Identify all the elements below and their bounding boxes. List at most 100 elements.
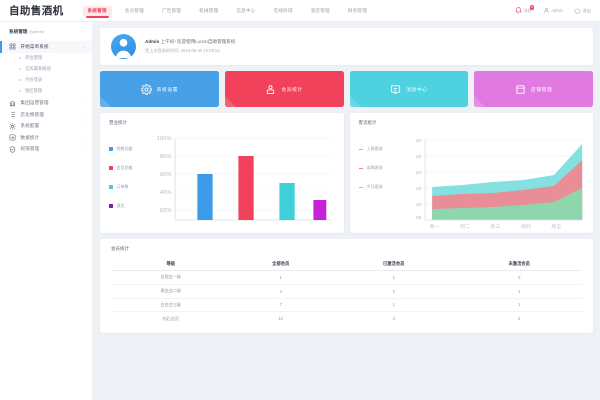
legend-label: 今日客流 <box>366 184 383 189</box>
last-login-line: 您上次登录的时间: 2019-05-30 10:05:54 <box>145 48 235 54</box>
store-icon <box>515 84 526 95</box>
topnav-item-hotel[interactable]: 酒店管理 <box>309 5 332 17</box>
table-row[interactable]: 黄金会二级 4 2 1 <box>111 284 582 299</box>
legend-label: 上周客流 <box>366 146 383 151</box>
header-actions: 5 消息 Admin 退出 <box>514 5 591 14</box>
topnav-label: 信息中心 <box>236 7 256 13</box>
legend-label: 本周客流 <box>366 165 383 170</box>
area-chart-title: 客流统计 <box>358 120 377 125</box>
cell-all: 12 <box>278 316 284 322</box>
sidebar-subitem-dept[interactable]: 无风属系统部 <box>0 64 92 75</box>
legend-swatch <box>109 204 113 208</box>
table-title: 会员统计 <box>111 246 129 251</box>
area-chart-plot: 30 25 20 15 10 05 <box>397 130 585 230</box>
logout-button[interactable]: 退出 <box>574 7 591 14</box>
table-row[interactable]: 白银会一级 1 1 0 <box>111 270 582 285</box>
user-menu-button[interactable]: Admin <box>543 7 563 14</box>
bullet-icon <box>19 79 21 81</box>
corner-decoration <box>100 96 111 107</box>
sidebar-subitem-label: 月份登录 <box>25 77 43 82</box>
legend-label: 会员总额 <box>116 165 133 170</box>
bar-chart-title: 营业统计 <box>109 120 127 125</box>
legend-item[interactable]: 退货 <box>109 203 147 209</box>
sidebar-item-group-ops[interactable]: 集团运营管理 › <box>0 98 92 110</box>
svg-text:20: 20 <box>415 170 421 176</box>
bullet-icon <box>19 57 21 59</box>
svg-text:周四: 周四 <box>520 224 531 230</box>
sidebar-subitem-label: 无风属系统部 <box>25 66 51 71</box>
sidebar-subitem-region[interactable]: 地区管理 <box>0 86 92 97</box>
svg-text:05: 05 <box>415 215 421 221</box>
bar-chart-plot: 100% 80% 60% 40% 82% <box>147 130 335 230</box>
topnav-item-machine[interactable]: 机械管理 <box>197 5 220 17</box>
topnav-item-ads[interactable]: 广告管理 <box>160 5 183 17</box>
bell-icon <box>514 7 522 14</box>
sidebar-item-permissions[interactable]: 权限管理 › <box>0 144 92 156</box>
cell-inactive: 2 <box>518 316 521 322</box>
user-icon <box>543 7 550 14</box>
table-row[interactable]: 钻石会员 12 3 2 <box>111 312 582 325</box>
topnav-item-info[interactable]: 信息中心 <box>234 5 257 17</box>
topnav-label: 机械管理 <box>199 7 219 13</box>
legend-item[interactable]: 本周客流 <box>358 165 397 171</box>
topnav-item-finance[interactable]: 财务管理 <box>346 5 369 17</box>
svg-text:30: 30 <box>415 138 421 144</box>
member-stats-table: 等级 全部会员 已激活会员 未激活会员 白银会一级 1 1 0 黄金会二级 <box>111 258 582 325</box>
sidebar-item-store-goods[interactable]: 店化物管理 › <box>0 109 92 121</box>
legend-swatch <box>109 185 113 189</box>
sidebar-subitem-unit[interactable]: 单位管理 <box>0 53 92 64</box>
cell-inactive: 1 <box>456 298 582 313</box>
legend-item[interactable]: 今日客流 <box>358 184 397 190</box>
legend-swatch <box>358 186 363 188</box>
sidebar-subitem-login[interactable]: 月份登录 <box>0 75 92 86</box>
sidebar: 系统管理 (System) 开始菜单系统 ⌄ 单位管理 无风属系 <box>0 22 93 400</box>
shield-icon <box>9 146 17 154</box>
cog-icon <box>9 123 17 131</box>
topnav-item-member[interactable]: 会员管理 <box>123 5 146 17</box>
chevron-right-icon: › <box>84 100 86 105</box>
brand-title: 自助售酒机 <box>9 5 64 17</box>
greeting-message: 上午好! 欢迎使用Lunch自助管理系统 <box>159 38 236 44</box>
sidebar-item-label: 开始菜单系统 <box>20 43 49 49</box>
tile-system-settings[interactable]: 系统设置 <box>100 71 219 107</box>
topnav-label: 财务管理 <box>347 7 367 13</box>
legend-label: 退货 <box>116 203 125 208</box>
notification-button[interactable]: 5 消息 <box>514 5 535 14</box>
sidebar-item-config[interactable]: 系统配置 › <box>0 121 92 133</box>
topnav-label: 系统管理 <box>87 7 107 13</box>
member-stats-card: 会员统计 等级 全部会员 已激活会员 未激活会员 白银会一级 1 1 0 <box>100 239 593 334</box>
cell-all: 1 <box>230 270 331 285</box>
quick-action-tiles: 系统设置 会员统计 消息中心 <box>100 71 593 107</box>
welcome-card: Admin 上午好! 欢迎使用Lunch自助管理系统 您上次登录的时间: 201… <box>100 28 593 65</box>
cell-level: 白金会三级 <box>111 298 231 313</box>
chevron-right-icon: › <box>84 135 86 140</box>
topnav-item-shop[interactable]: 在线商城 <box>271 5 294 17</box>
table-body: 白银会一级 1 1 0 黄金会二级 4 2 1 白金会三级 7 1 <box>111 270 582 326</box>
svg-text:10: 10 <box>415 202 421 208</box>
sidebar-item-statistics[interactable]: 数据统计 › <box>0 132 92 144</box>
legend-item[interactable]: 销售总额 <box>109 146 147 152</box>
svg-text:60%: 60% <box>160 172 172 178</box>
tile-store-manage[interactable]: 店铺管理 <box>474 71 593 107</box>
tile-member-stats[interactable]: 会员统计 <box>224 71 344 107</box>
table-head: 等级 全部会员 已激活会员 未激活会员 <box>111 258 582 271</box>
cell-active: 2 <box>330 284 457 299</box>
sidebar-item-start-menu[interactable]: 开始菜单系统 ⌄ <box>0 41 92 53</box>
topnav-label: 酒店管理 <box>310 7 330 13</box>
legend-label: 订单数 <box>116 184 129 189</box>
legend-item[interactable]: 订单数 <box>109 184 147 190</box>
legend-item[interactable]: 上周客流 <box>358 146 397 152</box>
notification-badge: 5 <box>529 5 535 10</box>
cell-level: 钻石会员 <box>162 315 179 321</box>
tile-message-center[interactable]: 消息中心 <box>349 71 469 107</box>
logout-label: 退出 <box>582 7 591 13</box>
sidebar-group-menu: 开始菜单系统 ⌄ 单位管理 无风属系统部 月份登录 地区管理 <box>0 41 92 97</box>
table-row[interactable]: 白金会三级 7 1 1 <box>111 298 582 313</box>
last-login-label: 您上次登录的时间: <box>145 48 180 54</box>
welcome-text: Admin 上午好! 欢迎使用Lunch自助管理系统 您上次登录的时间: 201… <box>145 39 235 55</box>
power-icon <box>574 7 581 14</box>
charts-row: 营业统计 销售总额 会员总额 订单数 <box>100 113 593 233</box>
topnav-item-system[interactable]: 系统管理 <box>82 5 112 18</box>
notification-label: 消息 <box>523 7 532 13</box>
legend-item[interactable]: 会员总额 <box>109 165 147 171</box>
